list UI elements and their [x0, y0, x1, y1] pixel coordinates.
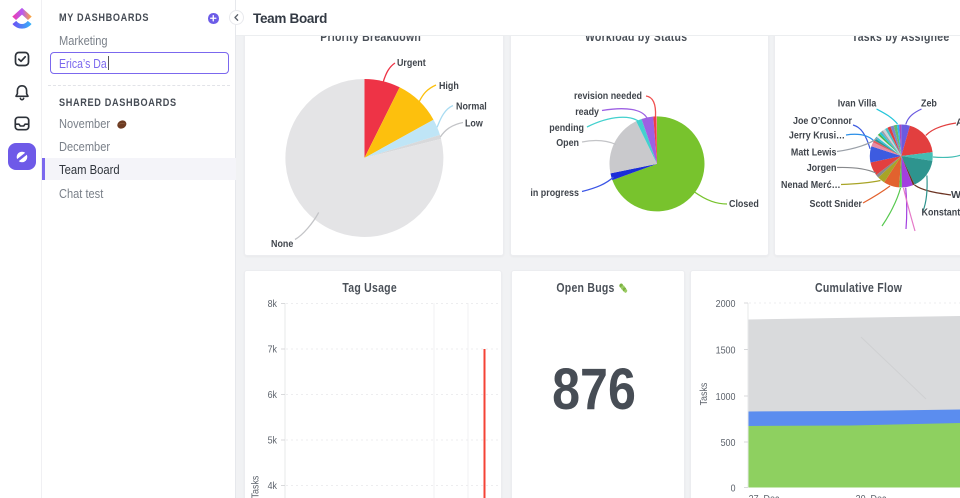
svg-text:Jerry Krusi…: Jerry Krusi… — [789, 130, 845, 142]
svg-text:Open: Open — [556, 137, 579, 149]
svg-text:27. Dec: 27. Dec — [749, 493, 780, 498]
svg-text:5k: 5k — [268, 435, 278, 447]
svg-text:7k: 7k — [268, 344, 278, 356]
svg-text:Matt Lewis: Matt Lewis — [791, 147, 837, 159]
svg-text:Joe O’Connor: Joe O’Connor — [793, 115, 852, 127]
svg-text:Jorgen: Jorgen — [807, 162, 837, 174]
svg-text:in progress: in progress — [530, 187, 579, 199]
svg-text:Ivan Villa: Ivan Villa — [838, 98, 877, 110]
svg-text:4k: 4k — [268, 480, 278, 492]
svg-text:Konstant: Konstant — [922, 207, 960, 219]
svg-text:None: None — [271, 238, 293, 250]
svg-text:Normal: Normal — [456, 101, 487, 113]
svg-text:1500: 1500 — [716, 345, 736, 357]
svg-text:500: 500 — [721, 437, 736, 449]
svg-text:W: W — [951, 189, 960, 201]
svg-text:Closed: Closed — [729, 198, 759, 210]
svg-text:Low: Low — [465, 118, 484, 130]
svg-text:2000: 2000 — [716, 298, 736, 310]
svg-text:6k: 6k — [268, 389, 278, 401]
svg-text:Nenad Merć…: Nenad Merć… — [781, 179, 841, 191]
svg-text:8k: 8k — [268, 298, 278, 310]
svg-text:Tasks: Tasks — [698, 383, 710, 406]
svg-text:High: High — [439, 80, 459, 92]
svg-text:ready: ready — [575, 106, 599, 118]
svg-text:A: A — [956, 117, 960, 129]
svg-text:pending: pending — [549, 122, 584, 134]
svg-text:0: 0 — [731, 483, 736, 495]
svg-text:1000: 1000 — [716, 391, 736, 403]
svg-text:Zeb: Zeb — [921, 98, 937, 110]
svg-text:Tasks: Tasks — [250, 476, 262, 498]
svg-text:30. Dec: 30. Dec — [856, 493, 887, 498]
svg-text:Scott Snider: Scott Snider — [810, 198, 863, 210]
svg-text:revision needed: revision needed — [574, 90, 642, 102]
svg-text:Urgent: Urgent — [397, 57, 426, 69]
